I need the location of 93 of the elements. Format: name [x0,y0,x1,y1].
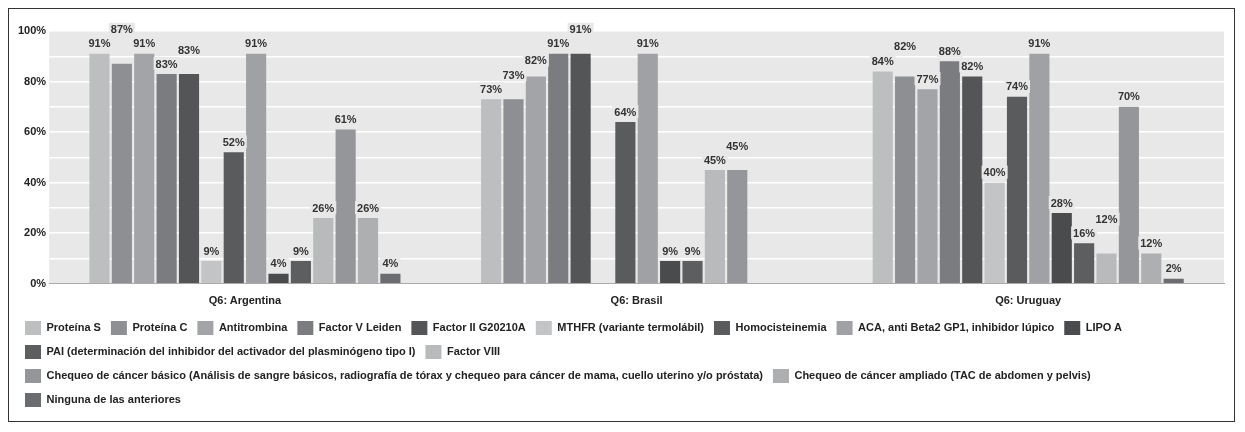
bar [570,53,591,284]
bar [268,273,289,284]
bar [984,182,1005,284]
data-label: 4% [270,257,287,270]
bar [380,273,401,284]
data-label: 61% [334,113,357,126]
data-label: 64% [614,105,637,118]
legend-label: LIPO A [1085,321,1123,334]
data-label: 9% [684,244,701,257]
data-label: 26% [357,201,380,214]
legend-label: Proteína S [46,321,101,334]
data-label: 84% [871,54,894,67]
bar [178,73,200,284]
data-label: 91% [88,37,111,50]
data-label: 16% [1073,226,1096,239]
bar [1051,213,1072,284]
bar [704,170,725,284]
data-label: 9% [203,244,220,257]
bar [939,61,960,284]
bar [727,170,748,284]
data-label: 9% [292,244,310,257]
bar [201,261,222,284]
bar [548,53,569,284]
legend-label: Antitrombina [218,321,289,334]
data-label: 70% [1117,90,1141,103]
y-tick-label: 100% [17,24,47,37]
y-tick-label: 0% [30,276,47,289]
data-label: 12% [1095,213,1118,225]
data-label: 83% [155,57,178,70]
data-label: 91% [636,37,659,50]
data-label: 9% [662,244,679,257]
data-label: 26% [312,201,335,214]
legend-label: Factor V Leiden [318,321,402,334]
bar [1074,243,1095,284]
data-label: 74% [1005,80,1029,93]
data-label: 88% [938,44,962,57]
bar [895,76,916,284]
data-label: 12% [1140,237,1163,249]
data-label: 52% [222,135,245,148]
bar [1163,278,1184,284]
y-tick-label: 80% [24,74,47,87]
y-tick-label: 60% [24,125,47,138]
legend-label: MTHFR (variante termolábil) [557,321,705,334]
legend-label: Proteína C [132,321,188,334]
data-label: 45% [726,139,749,152]
bar [223,152,244,284]
data-label: 91% [245,37,268,50]
bar [872,71,893,284]
bar [89,53,110,284]
bar [615,122,636,284]
data-label: 82% [894,40,917,53]
legend-label: PAI (determinación del inhibidor del activador del plasminógeno tipo I) [46,345,416,358]
data-label: 91% [133,37,156,50]
data-label: 28% [1050,196,1073,209]
data-label: 83% [177,43,201,56]
data-label: 2% [1165,262,1182,275]
bar [962,76,983,284]
bar [660,261,681,284]
x-tick-label: Q6: Argentina [208,294,282,307]
bar [1096,253,1117,284]
bar [335,129,356,284]
bar [503,99,524,284]
legend-label: ACA, anti Beta2 GP1, inhibidor lúpico [858,321,1055,334]
data-label: 91% [569,23,592,36]
legend-label: Factor VIII [446,345,501,358]
legend-label: Homocisteinemia [735,321,828,334]
data-label: 40% [983,166,1006,179]
data-label: 87% [110,23,134,36]
bar [1006,96,1028,284]
bar [1118,106,1139,284]
data-label: 91% [547,37,570,50]
bar [313,218,334,284]
data-label: 45% [703,153,727,166]
legend-label: Chequeo de cáncer básico (Análisis de sangre básicos, radiografía de tórax y chequeo para cáncer de mama, cuello uterino y/o próstata) [46,369,764,382]
data-label: 82% [961,60,984,73]
x-tick-label: Q6: Uruguay [995,294,1063,307]
legend-label: Ninguna de las anteriores [46,393,181,406]
bar [682,261,703,284]
legend-label: Factor II G20210A [432,321,526,334]
bar [481,99,502,284]
data-label: 4% [382,257,399,270]
data-label: 73% [480,82,503,95]
legend-label: Chequeo de cáncer ampliado (TAC de abdomen y pelvis) [794,369,1092,382]
data-label: 91% [1028,37,1051,50]
bar [111,63,132,284]
y-tick-label: 40% [24,175,47,188]
x-tick-label: Q6: Brasil [610,294,663,307]
y-tick-label: 20% [24,226,47,239]
data-label: 82% [524,54,548,67]
data-label: 77% [916,72,939,85]
data-label: 73% [502,68,525,81]
bar [290,261,311,284]
bar [156,73,177,284]
